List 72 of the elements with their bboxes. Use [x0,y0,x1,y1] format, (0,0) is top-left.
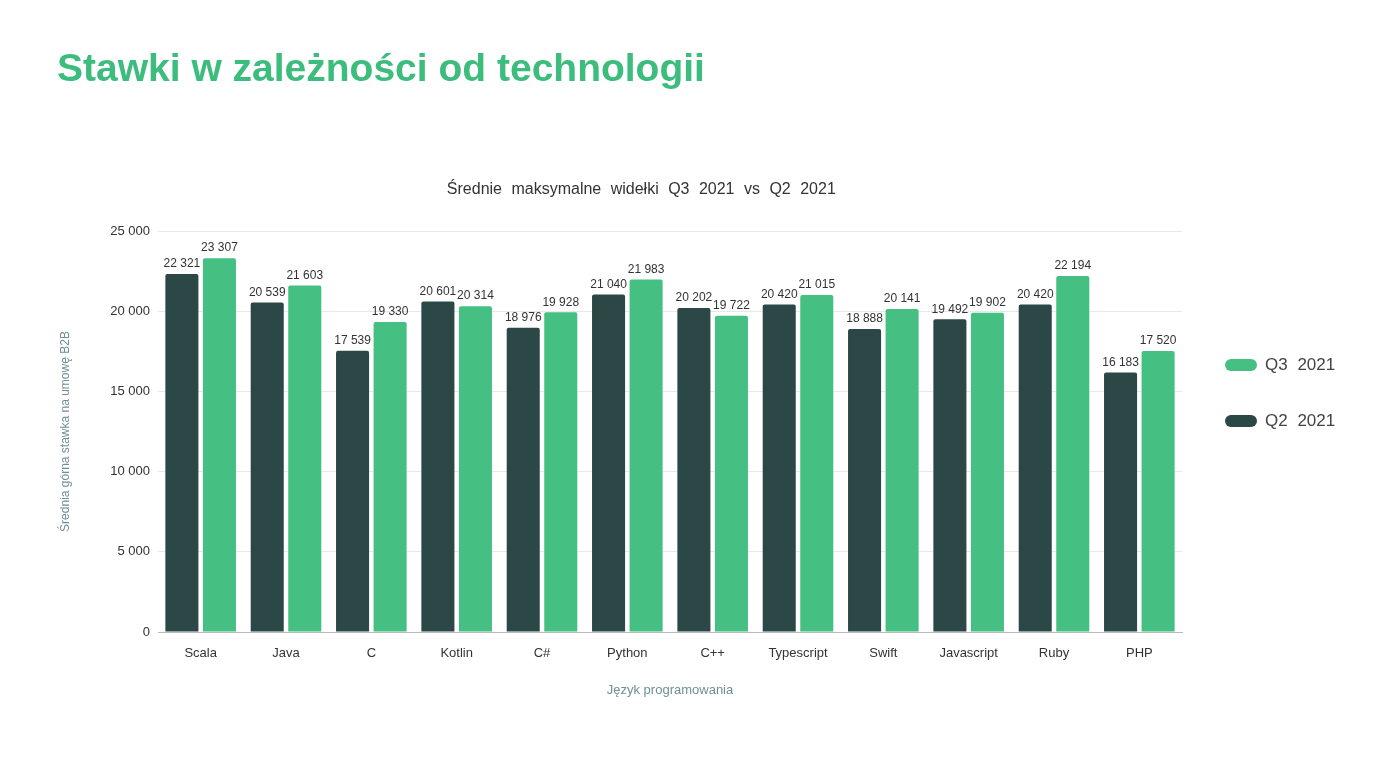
x-tick-label: Typescript [768,645,829,661]
data-label: 20 420 [1016,286,1054,301]
bar [373,321,407,632]
x-tick-label: Java [272,645,301,661]
y-tick-label: 15 000 [110,382,150,398]
bar [629,279,663,632]
bar [800,294,834,632]
legend-label: Q2 2021 [1265,411,1336,431]
data-label: 17 520 [1139,333,1177,348]
data-label: 21 015 [798,277,836,292]
data-label: 20 141 [883,291,921,306]
data-label: 19 492 [931,301,969,316]
x-tick-label: PHP [1125,645,1153,661]
bar [933,319,967,632]
chart-subtitle: Średnie maksymalne widełki Q3 2021 vs Q2 2021 [446,180,836,198]
x-axis-title: Język programowania [606,681,734,697]
y-axis-title: Średnia górna stawka na umowę B2B [56,331,72,532]
y-tick-label: 10 000 [110,463,150,479]
data-label: 22 194 [1054,258,1092,273]
legend-label: Q3 2021 [1265,355,1336,375]
bar [202,258,236,632]
x-tick-label: Ruby [1038,645,1070,661]
bar [885,308,919,632]
bar [970,312,1004,632]
bar [1018,304,1052,632]
x-tick-label: C# [533,645,552,661]
bar [336,350,370,632]
x-tick-label: Python [607,645,648,661]
bar [421,301,455,632]
bar [165,273,199,632]
bar [592,294,626,632]
bar [1104,372,1138,632]
x-tick-label: C [366,645,377,661]
x-tick-label: Javascript [939,645,999,661]
bar [1056,276,1090,632]
data-label: 17 539 [334,332,372,347]
data-label: 23 307 [201,240,239,255]
data-label: 19 928 [542,294,580,309]
x-tick-label: C++ [700,645,725,661]
data-label: 18 976 [504,309,542,324]
chart-title: Stawki w zależności od technologii [57,46,705,90]
x-tick-label: Swift [869,645,898,661]
data-label: 19 902 [969,295,1007,310]
bar [762,304,796,632]
data-label: 21 983 [627,261,665,276]
y-tick-label: 0 [142,623,150,639]
data-label: 19 722 [713,297,751,312]
bar [848,329,882,632]
bar [1141,350,1175,632]
bar [544,312,578,632]
y-tick-label: 25 000 [110,222,150,238]
bar [506,327,540,632]
data-label: 21 603 [286,267,324,282]
bar [288,285,322,632]
x-tick-label: Kotlin [440,645,473,661]
bar [458,306,492,632]
data-label: 20 420 [760,286,798,301]
data-label: 20 601 [419,283,457,298]
data-label: 20 202 [675,290,713,305]
bar [677,307,711,632]
data-label: 16 183 [1102,354,1140,369]
y-tick-label: 5 000 [117,543,150,559]
bar [714,315,748,632]
data-label: 20 314 [457,288,495,303]
data-label: 21 040 [590,276,628,291]
data-label: 18 888 [846,311,884,326]
bar [250,302,284,632]
data-label: 20 539 [248,284,286,299]
data-label: 19 330 [371,304,409,319]
data-label: 22 321 [163,256,201,271]
y-tick-label: 20 000 [110,302,150,318]
x-tick-label: Scala [184,645,218,661]
